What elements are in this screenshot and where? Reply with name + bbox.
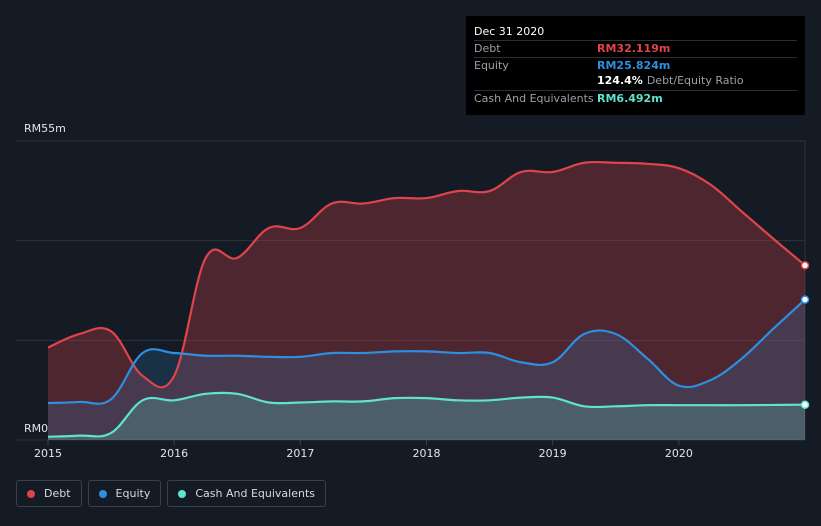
tooltip-equity-row: Equity RM25.824m: [474, 56, 797, 74]
tooltip-cash-value: RM6.492m: [597, 91, 663, 105]
x-tick-label-2: 2017: [286, 447, 314, 460]
tooltip-date: Dec 31 2020: [474, 25, 545, 38]
tooltip-ratio-label: Debt/Equity Ratio: [646, 74, 744, 87]
area-debt: [48, 161, 805, 440]
tooltip-ratio-spacer: [474, 73, 597, 90]
line-debt: [47, 160, 806, 389]
y-axis-bottom-label: RM0: [24, 422, 49, 435]
plot-background: [16, 141, 805, 440]
x-tick-label-3: 2018: [413, 447, 441, 460]
x-tick-label-5: 2020: [665, 447, 693, 460]
line-cash: [47, 391, 806, 438]
tooltip-ratio-row: 124.4% Debt/Equity Ratio: [474, 73, 797, 90]
tooltip-debt-label: Debt: [474, 42, 501, 55]
equity-dot-icon: [98, 489, 107, 498]
legend-item-debt[interactable]: Debt: [16, 480, 82, 507]
tooltip-cash-row: Cash And Equivalents RM6.492m: [474, 89, 797, 107]
legend-debt-label: Debt: [44, 487, 71, 500]
legend-item-cash[interactable]: Cash And Equivalents: [167, 480, 326, 507]
end-marker-equity: [800, 295, 810, 304]
tooltip-ratio-value: 124.4%: [597, 74, 643, 87]
tooltip-debt-value: RM32.119m: [597, 42, 671, 55]
x-tick-label-0: 2015: [34, 447, 62, 460]
tooltip-debt-row: Debt RM32.119m: [474, 40, 797, 57]
cash-dot-icon: [178, 489, 187, 498]
line-equity: [47, 298, 806, 405]
legend-cash-label: Cash And Equivalents: [195, 487, 315, 500]
x-axis-ticks: 2015 2016 2017 2018 2019 2020: [34, 440, 693, 460]
legend-item-equity[interactable]: Equity: [87, 480, 162, 507]
tooltip-equity-value: RM25.824m: [597, 58, 671, 72]
chart-lines: [47, 160, 806, 438]
tooltip-equity-label: Equity: [474, 58, 509, 72]
data-tooltip: Dec 31 2020 Debt RM32.119m Equity RM25.8…: [466, 16, 805, 115]
end-marker-debt: [800, 261, 810, 270]
tooltip-cash-label: Cash And Equivalents: [474, 91, 594, 105]
x-tick-label-1: 2016: [160, 447, 188, 460]
y-axis-top-label: RM55m: [24, 122, 66, 135]
chart-end-markers: [800, 261, 810, 409]
chart-legend: Debt Equity Cash And Equivalents: [16, 480, 326, 507]
x-tick-label-4: 2019: [539, 447, 567, 460]
chart-grid: [16, 140, 806, 441]
debt-dot-icon: [27, 489, 35, 498]
end-marker-cash: [800, 400, 810, 409]
area-cash: [48, 392, 805, 440]
legend-equity-label: Equity: [115, 487, 151, 500]
